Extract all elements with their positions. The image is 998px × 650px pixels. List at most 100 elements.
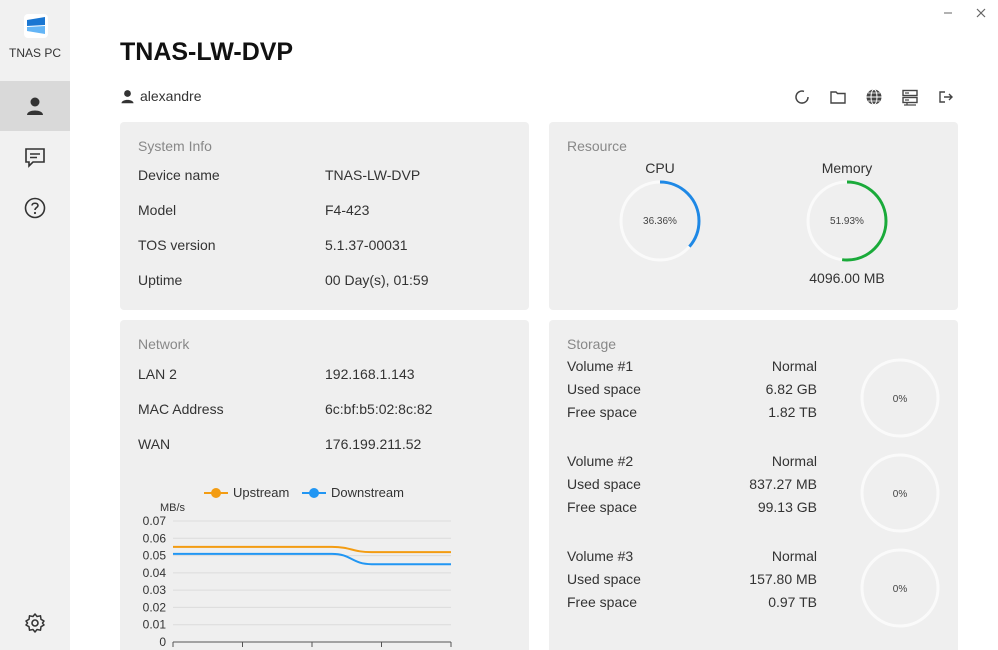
volume-name: Volume #2 (567, 453, 634, 469)
memory-gauge-arc (806, 180, 888, 262)
gear-icon (25, 613, 45, 633)
y-tick-label: 0.04 (143, 566, 167, 580)
y-ticks: 0.07 0.06 0.05 0.04 0.03 0.02 0.01 0 (143, 514, 167, 649)
free-value: 99.13 GB (757, 499, 817, 515)
username: alexandre (140, 88, 202, 104)
volume-3-gauge: 0% (860, 548, 940, 628)
nav-messages[interactable] (0, 132, 70, 182)
legend-downstream-marker (309, 488, 319, 498)
used-value: 6.82 GB (765, 381, 817, 397)
memory-gauge: 51.93% (806, 180, 888, 262)
folder-button[interactable] (828, 87, 848, 107)
user-info: alexandre (120, 88, 202, 104)
system-info-title: System Info (138, 138, 212, 154)
cpu-gauge: 36.36% (619, 180, 701, 262)
legend-upstream-marker (211, 488, 221, 498)
volume-name: Volume #3 (567, 548, 634, 564)
storage-card: Storage Volume #1 Normal Used space 6.82… (549, 320, 958, 650)
logout-button[interactable] (936, 87, 956, 107)
nav-help[interactable] (0, 183, 70, 233)
y-tick-label: 0.03 (143, 583, 167, 597)
volume-3-free: Free space 0.97 TB (567, 594, 817, 610)
used-value: 837.27 MB (749, 476, 817, 492)
cpu-label: CPU (645, 160, 675, 176)
y-tick-label: 0 (159, 635, 166, 649)
folder-icon (830, 91, 846, 104)
network-row-mac: MAC Address 6c:bf:b5:02:8c:82 (138, 401, 432, 417)
globe-button[interactable] (864, 87, 884, 107)
network-key: MAC Address (138, 401, 224, 417)
network-key: LAN 2 (138, 366, 177, 382)
network-value: 176.199.211.52 (325, 436, 422, 452)
used-label: Used space (567, 381, 641, 397)
info-key: Uptime (138, 272, 183, 288)
memory-percent: 51.93% (830, 216, 864, 227)
volume-name: Volume #1 (567, 358, 634, 374)
resource-title: Resource (567, 138, 627, 154)
system-info-card: System Info Device name TNAS-LW-DVP Mode… (120, 122, 529, 310)
info-value: 5.1.37-00031 (325, 237, 408, 253)
info-row-uptime: Uptime 00 Day(s), 01:59 (138, 272, 429, 288)
network-traffic-chart: Upstream Downstream MB/s 0.070.060.050.0… (143, 485, 452, 649)
volume-1-header: Volume #1 Normal (567, 358, 817, 374)
volume-2-free: Free space 99.13 GB (567, 499, 817, 515)
network-key: WAN (138, 436, 171, 452)
app-name: TNAS PC (8, 46, 61, 60)
volume-status: Normal (771, 548, 817, 564)
y-tick-label: 0.06 (143, 531, 167, 545)
network-row-lan: LAN 2 192.168.1.143 (138, 366, 415, 382)
volume-percent: 0% (893, 489, 908, 500)
info-key: Model (138, 202, 177, 218)
volume-1-gauge: 0% (860, 358, 940, 438)
nav-user[interactable] (0, 81, 70, 131)
network-card: Network LAN 2 192.168.1.143 MAC Address … (120, 320, 529, 650)
info-value: F4-423 (325, 202, 370, 218)
close-icon (976, 8, 986, 18)
volume-3-used: Used space 157.80 MB (567, 571, 817, 587)
storage-title: Storage (567, 336, 617, 352)
memory-label: Memory (821, 160, 873, 176)
info-row-device-name: Device name TNAS-LW-DVP (138, 167, 420, 183)
refresh-button[interactable] (792, 87, 812, 107)
close-button[interactable] (972, 4, 990, 22)
cpu-percent: 36.36% (643, 216, 677, 227)
tnas-logo-icon (24, 14, 48, 38)
free-label: Free space (567, 404, 638, 420)
server-icon (902, 89, 918, 106)
legend-upstream-label: Upstream (233, 485, 289, 500)
minimize-button[interactable] (939, 4, 957, 22)
message-icon (25, 148, 45, 168)
y-axis-label: MB/s (160, 502, 186, 514)
y-tick-label: 0.02 (143, 600, 167, 614)
network-row-wan: WAN 176.199.211.52 (138, 436, 421, 452)
info-value: TNAS-LW-DVP (325, 167, 421, 183)
chart-grid (172, 520, 452, 647)
network-value: 192.168.1.143 (325, 366, 415, 382)
y-tick-label: 0.01 (143, 618, 167, 632)
volume-3-header: Volume #3 Normal (567, 548, 817, 564)
volume-2-used: Used space 837.27 MB (567, 476, 817, 492)
network-title: Network (138, 336, 190, 352)
used-label: Used space (567, 571, 641, 587)
help-icon (24, 197, 46, 219)
nav-settings[interactable] (0, 598, 70, 648)
user-icon (27, 97, 43, 115)
y-tick-label: 0.05 (143, 549, 167, 563)
cpu-gauge-arc (619, 180, 701, 262)
server-button[interactable] (900, 87, 920, 107)
network-value: 6c:bf:b5:02:8c:82 (325, 401, 433, 417)
info-key: Device name (138, 167, 220, 183)
series-line-1 (173, 552, 451, 566)
globe-icon (866, 89, 882, 105)
free-value: 1.82 TB (768, 404, 817, 420)
y-tick-label: 0.07 (143, 514, 167, 528)
free-value: 0.97 TB (768, 594, 817, 610)
user-icon (121, 89, 134, 103)
series-line-0 (173, 545, 451, 554)
used-value: 157.80 MB (749, 571, 817, 587)
legend-downstream-label: Downstream (331, 485, 404, 500)
free-label: Free space (567, 499, 638, 515)
free-label: Free space (567, 594, 638, 610)
logout-icon (939, 91, 953, 103)
used-label: Used space (567, 476, 641, 492)
